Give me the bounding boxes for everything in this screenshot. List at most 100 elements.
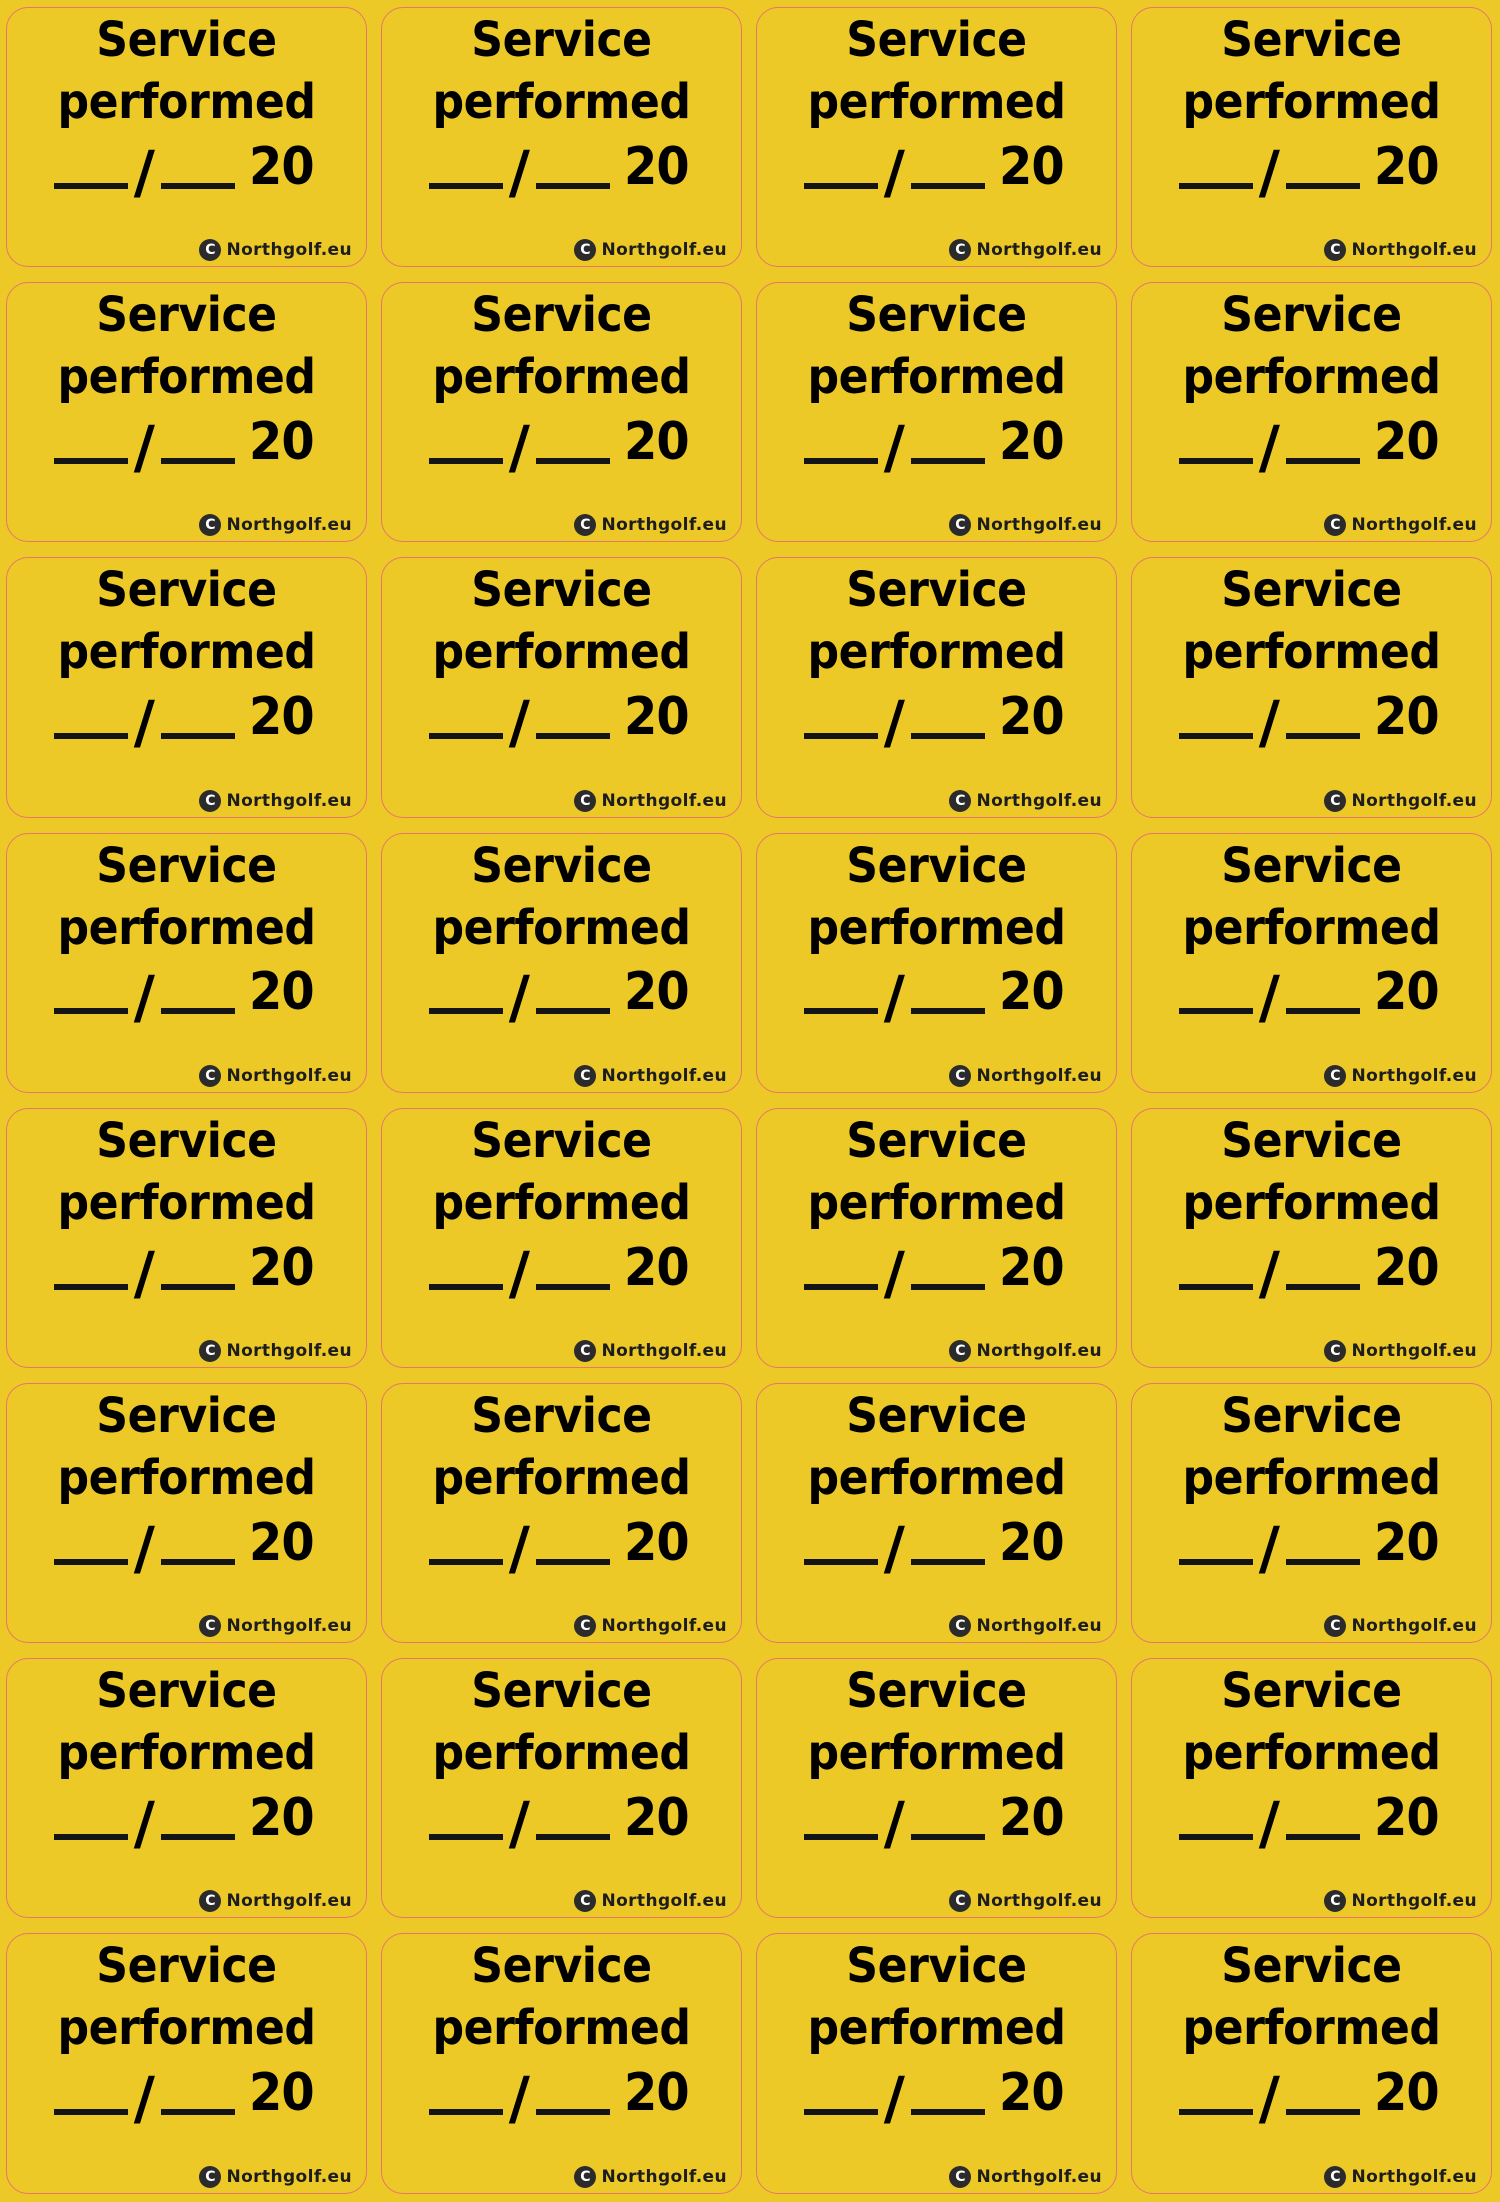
date-entry-row[interactable]: /20 (1146, 1790, 1477, 1852)
service-label-tile[interactable]: Service performed/20 C Northgolf.eu (1125, 1376, 1500, 1651)
date-blank-month[interactable] (910, 182, 985, 189)
date-blank-month[interactable] (160, 182, 235, 189)
date-blank-month[interactable] (535, 1008, 610, 1015)
date-entry-row[interactable]: /20 (1146, 689, 1477, 751)
service-label-tile[interactable]: Service performed/20 C Northgolf.eu (375, 826, 750, 1101)
date-blank-month[interactable] (535, 1283, 610, 1290)
service-label-tile[interactable]: Service performed/20 C Northgolf.eu (1125, 826, 1500, 1101)
date-blank-day[interactable] (1178, 182, 1253, 189)
date-entry-row[interactable]: /20 (21, 964, 352, 1026)
service-label-tile[interactable]: Service performed/20 C Northgolf.eu (1125, 0, 1500, 275)
date-blank-day[interactable] (53, 2109, 128, 2116)
date-blank-day[interactable] (803, 458, 878, 465)
service-label-tile[interactable]: Service performed/20 C Northgolf.eu (1125, 275, 1500, 550)
date-blank-day[interactable] (53, 182, 128, 189)
date-entry-row[interactable]: /20 (771, 414, 1102, 476)
date-blank-day[interactable] (428, 1008, 503, 1015)
service-label-tile[interactable]: Service performed/20 C Northgolf.eu (750, 0, 1125, 275)
date-entry-row[interactable]: /20 (396, 1790, 727, 1852)
service-label-tile[interactable]: Service performed/20 C Northgolf.eu (0, 550, 375, 825)
date-entry-row[interactable]: /20 (396, 414, 727, 476)
date-blank-month[interactable] (910, 733, 985, 740)
service-label-tile[interactable]: Service performed/20 C Northgolf.eu (0, 1101, 375, 1376)
date-blank-month[interactable] (160, 733, 235, 740)
service-label-tile[interactable]: Service performed/20 C Northgolf.eu (0, 1651, 375, 1926)
date-blank-month[interactable] (160, 458, 235, 465)
date-blank-day[interactable] (1178, 458, 1253, 465)
date-blank-day[interactable] (428, 458, 503, 465)
date-blank-day[interactable] (428, 2109, 503, 2116)
service-label-tile[interactable]: Service performed/20 C Northgolf.eu (0, 0, 375, 275)
service-label-tile[interactable]: Service performed/20 C Northgolf.eu (1125, 1651, 1500, 1926)
service-label-tile[interactable]: Service performed/20 C Northgolf.eu (1125, 550, 1500, 825)
date-entry-row[interactable]: /20 (396, 1515, 727, 1577)
date-entry-row[interactable]: /20 (1146, 964, 1477, 1026)
date-blank-day[interactable] (1178, 1283, 1253, 1290)
date-entry-row[interactable]: /20 (21, 1515, 352, 1577)
date-entry-row[interactable]: /20 (396, 2065, 727, 2127)
service-label-tile[interactable]: Service performed/20 C Northgolf.eu (375, 1926, 750, 2201)
service-label-tile[interactable]: Service performed/20 C Northgolf.eu (750, 826, 1125, 1101)
date-entry-row[interactable]: /20 (396, 689, 727, 751)
date-blank-day[interactable] (1178, 1834, 1253, 1841)
date-entry-row[interactable]: /20 (771, 964, 1102, 1026)
date-blank-day[interactable] (803, 733, 878, 740)
date-blank-day[interactable] (428, 1283, 503, 1290)
date-entry-row[interactable]: /20 (1146, 1240, 1477, 1302)
date-blank-month[interactable] (910, 458, 985, 465)
date-entry-row[interactable]: /20 (771, 2065, 1102, 2127)
service-label-tile[interactable]: Service performed/20 C Northgolf.eu (750, 1926, 1125, 2201)
date-blank-day[interactable] (428, 1558, 503, 1565)
date-blank-month[interactable] (160, 1834, 235, 1841)
date-blank-day[interactable] (1178, 2109, 1253, 2116)
date-blank-day[interactable] (428, 182, 503, 189)
date-blank-day[interactable] (803, 182, 878, 189)
service-label-tile[interactable]: Service performed/20 C Northgolf.eu (750, 1376, 1125, 1651)
date-blank-day[interactable] (803, 1834, 878, 1841)
date-blank-month[interactable] (160, 1558, 235, 1565)
service-label-tile[interactable]: Service performed/20 C Northgolf.eu (375, 1101, 750, 1376)
date-blank-month[interactable] (1285, 458, 1360, 465)
date-entry-row[interactable]: /20 (21, 1240, 352, 1302)
date-blank-month[interactable] (1285, 1008, 1360, 1015)
service-label-tile[interactable]: Service performed/20 C Northgolf.eu (1125, 1926, 1500, 2201)
service-label-tile[interactable]: Service performed/20 C Northgolf.eu (375, 1376, 750, 1651)
date-blank-day[interactable] (803, 1283, 878, 1290)
service-label-tile[interactable]: Service performed/20 C Northgolf.eu (0, 1926, 375, 2201)
date-entry-row[interactable]: /20 (21, 139, 352, 201)
date-blank-day[interactable] (53, 733, 128, 740)
date-blank-day[interactable] (1178, 1008, 1253, 1015)
date-blank-month[interactable] (910, 1834, 985, 1841)
date-blank-month[interactable] (910, 1558, 985, 1565)
date-blank-day[interactable] (428, 733, 503, 740)
date-blank-month[interactable] (535, 1834, 610, 1841)
date-blank-day[interactable] (428, 1834, 503, 1841)
date-blank-month[interactable] (910, 2109, 985, 2116)
date-blank-month[interactable] (1285, 1283, 1360, 1290)
date-entry-row[interactable]: /20 (771, 1515, 1102, 1577)
date-blank-day[interactable] (53, 1834, 128, 1841)
date-blank-month[interactable] (160, 1008, 235, 1015)
date-blank-day[interactable] (803, 1008, 878, 1015)
date-entry-row[interactable]: /20 (396, 1240, 727, 1302)
date-blank-month[interactable] (535, 733, 610, 740)
date-entry-row[interactable]: /20 (396, 964, 727, 1026)
service-label-tile[interactable]: Service performed/20 C Northgolf.eu (375, 550, 750, 825)
date-blank-month[interactable] (1285, 2109, 1360, 2116)
service-label-tile[interactable]: Service performed/20 C Northgolf.eu (0, 1376, 375, 1651)
date-entry-row[interactable]: /20 (396, 139, 727, 201)
date-blank-day[interactable] (53, 1558, 128, 1565)
date-blank-month[interactable] (910, 1283, 985, 1290)
service-label-tile[interactable]: Service performed/20 C Northgolf.eu (375, 0, 750, 275)
date-blank-day[interactable] (53, 1283, 128, 1290)
date-blank-month[interactable] (1285, 182, 1360, 189)
date-entry-row[interactable]: /20 (771, 689, 1102, 751)
date-blank-month[interactable] (160, 2109, 235, 2116)
date-blank-day[interactable] (53, 1008, 128, 1015)
date-blank-month[interactable] (910, 1008, 985, 1015)
service-label-tile[interactable]: Service performed/20 C Northgolf.eu (750, 275, 1125, 550)
date-blank-month[interactable] (1285, 733, 1360, 740)
service-label-tile[interactable]: Service performed/20 C Northgolf.eu (0, 275, 375, 550)
date-blank-month[interactable] (535, 1558, 610, 1565)
service-label-tile[interactable]: Service performed/20 C Northgolf.eu (750, 550, 1125, 825)
